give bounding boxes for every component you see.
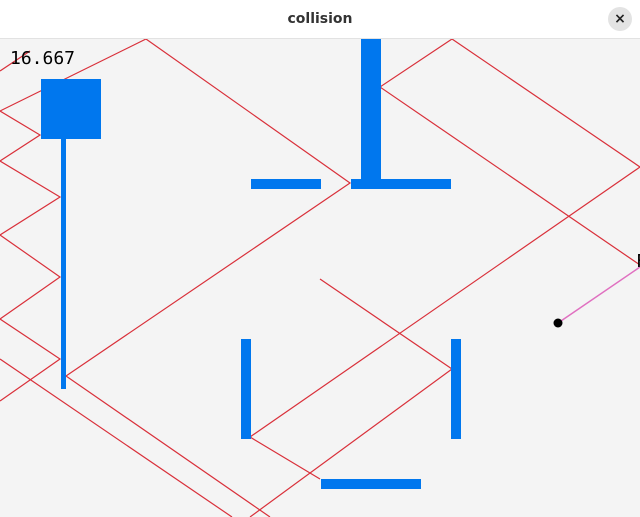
trajectory-middle-2 bbox=[249, 368, 453, 517]
aim-line bbox=[557, 266, 640, 324]
trajectory-left-bottom bbox=[0, 358, 233, 517]
wall-left-vertical bbox=[61, 139, 66, 389]
trajectory-left-zigzag bbox=[0, 110, 62, 402]
close-button[interactable]: × bbox=[608, 7, 632, 31]
trajectory-lines bbox=[0, 39, 640, 517]
canvas-background bbox=[0, 39, 640, 517]
trajectory-middle bbox=[319, 278, 453, 370]
game-scene[interactable]: 16.667 F bbox=[0, 39, 640, 517]
trajectory-right-diamond bbox=[248, 39, 640, 480]
wall-top-vertical bbox=[361, 39, 381, 183]
wall-middle-left-vertical bbox=[241, 339, 251, 439]
trajectory-right-lower bbox=[379, 86, 640, 266]
wall-top-right-horizontal bbox=[351, 179, 451, 189]
wall-bottom-horizontal bbox=[321, 479, 421, 489]
wall-top-left-horizontal bbox=[251, 179, 321, 189]
walls bbox=[41, 39, 461, 489]
window-title: collision bbox=[287, 11, 353, 27]
trajectory-left-top bbox=[0, 50, 31, 72]
ball[interactable] bbox=[553, 318, 563, 328]
title-bar[interactable]: collision × bbox=[0, 0, 640, 39]
fps-readout: 16.667 bbox=[10, 48, 75, 69]
game-canvas[interactable]: 16.667 F bbox=[0, 39, 640, 517]
edge-marker-text: F bbox=[636, 251, 640, 272]
trajectory-upper-diamond bbox=[0, 39, 352, 517]
wall-square-block bbox=[41, 79, 101, 139]
wall-middle-right-vertical bbox=[451, 339, 461, 439]
close-icon: × bbox=[614, 11, 626, 27]
